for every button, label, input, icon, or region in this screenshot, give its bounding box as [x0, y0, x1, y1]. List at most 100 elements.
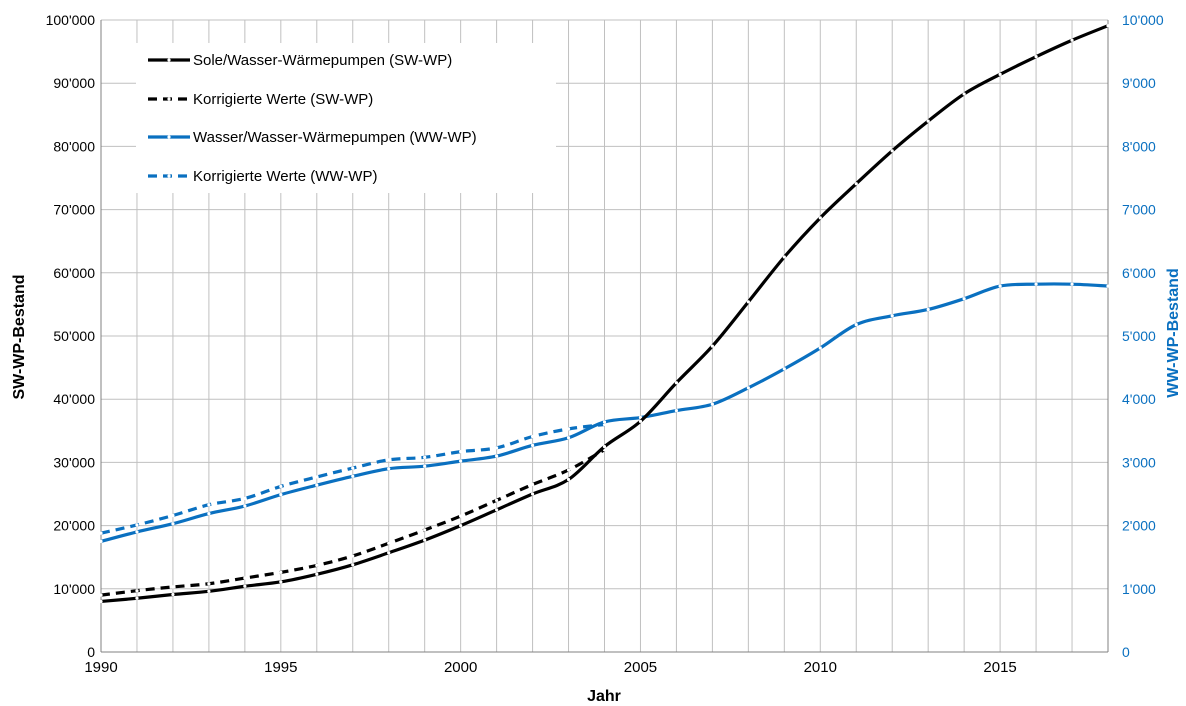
data-point [207, 589, 211, 593]
data-point [135, 589, 139, 593]
data-point [566, 477, 571, 482]
data-point [279, 580, 283, 584]
axes [100, 20, 1109, 653]
data-point [746, 386, 750, 390]
data-point [495, 508, 499, 512]
data-point [351, 474, 355, 478]
data-point [998, 284, 1002, 288]
data-point [926, 119, 930, 123]
data-point [710, 402, 714, 406]
data-point [171, 592, 175, 597]
data-point [818, 346, 822, 350]
data-point [207, 582, 211, 586]
data-point [423, 538, 427, 542]
legend-label: Sole/Wasser-Wärmepumpen (SW-WP) [193, 52, 452, 69]
right-y-tick-label: 1'000 [1122, 581, 1156, 597]
x-tick-label: 2015 [983, 659, 1016, 676]
right-y-tick-label: 5'000 [1122, 328, 1156, 344]
left-y-axis-title: SW-WP-Bestand [11, 274, 28, 399]
data-point [998, 72, 1002, 76]
right-y-tick-label: 7'000 [1122, 202, 1156, 218]
legend-label: Korrigierte Werte (WW-WP) [193, 168, 377, 185]
data-point [387, 467, 391, 471]
right-y-tick-label: 3'000 [1122, 454, 1156, 470]
data-point [243, 584, 247, 588]
data-point [1034, 55, 1038, 59]
series-sw-solid [99, 24, 1110, 604]
series-ww-dashed [99, 422, 607, 535]
data-point [99, 599, 103, 604]
data-point [135, 530, 139, 534]
data-point [387, 458, 391, 462]
data-point [1070, 38, 1074, 42]
right-y-tick-label: 4'000 [1122, 391, 1156, 407]
data-point [566, 427, 571, 431]
data-point [746, 300, 750, 304]
data-point [459, 459, 463, 463]
data-point [1034, 282, 1038, 286]
right-y-axis-title: WW-WP-Bestand [1165, 268, 1182, 397]
right-y-tick-label: 8'000 [1122, 138, 1156, 154]
data-point [782, 255, 786, 259]
data-point [423, 455, 427, 459]
series-sw-dashed [99, 448, 607, 597]
x-tick-label: 2005 [624, 659, 657, 676]
legend-entry: Wasser/Wasser-Wärmepumpen (WW-WP) [148, 129, 477, 146]
legend-label: Korrigierte Werte (SW-WP) [193, 91, 373, 108]
data-point [530, 482, 535, 487]
data-point [315, 572, 319, 576]
legend-entry: Sole/Wasser-Wärmepumpen (SW-WP) [148, 52, 452, 69]
data-point [962, 92, 966, 96]
legend-marker [167, 135, 171, 139]
left-y-tick-label: 10'000 [53, 581, 95, 597]
data-point [423, 464, 427, 468]
data-point [530, 443, 535, 447]
data-point [566, 468, 571, 472]
data-point [135, 523, 139, 527]
tick-labels: 0 10'000 20'000 30'000 40'000 50'000 60'000 70'… [46, 12, 1164, 676]
data-point [207, 511, 211, 516]
right-y-tick-label: 2'000 [1122, 518, 1156, 534]
data-point [495, 454, 499, 458]
x-tick-label: 1990 [84, 659, 117, 676]
series-ww-solid [99, 282, 1110, 544]
data-point [351, 554, 355, 558]
legend-box [136, 43, 556, 193]
data-point [1106, 284, 1110, 288]
right-y-tick-label: 9'000 [1122, 75, 1156, 91]
left-y-tick-label: 90'000 [53, 75, 95, 91]
data-point [674, 381, 679, 385]
x-axis-title: Jahr [587, 688, 621, 705]
data-point [890, 149, 894, 153]
data-point [279, 484, 283, 489]
data-point [782, 367, 786, 371]
data-point [315, 483, 319, 487]
data-point [387, 551, 391, 555]
data-point [351, 563, 355, 567]
legend-marker [167, 58, 171, 62]
left-y-tick-label: 70'000 [53, 202, 95, 218]
data-point [530, 492, 535, 496]
data-point [495, 498, 499, 502]
data-point [854, 182, 858, 186]
left-y-tick-label: 0 [87, 644, 95, 660]
right-y-tick-label: 0 [1122, 644, 1130, 660]
right-y-tick-label: 6'000 [1122, 265, 1156, 281]
data-point [638, 415, 643, 420]
left-y-tick-label: 80'000 [53, 138, 95, 154]
data-point [279, 493, 283, 497]
data-point [315, 475, 319, 479]
data-point [171, 522, 175, 526]
data-point [962, 297, 966, 301]
data-point [243, 576, 247, 580]
data-point [315, 563, 319, 568]
legend-label: Wasser/Wasser-Wärmepumpen (WW-WP) [193, 129, 477, 146]
data-point [99, 593, 103, 597]
data-point [530, 434, 535, 439]
left-y-tick-label: 60'000 [53, 265, 95, 281]
left-y-tick-label: 100'000 [46, 12, 96, 28]
data-point [243, 504, 247, 508]
right-y-tick-label: 10'000 [1122, 12, 1164, 28]
data-point [135, 596, 139, 600]
